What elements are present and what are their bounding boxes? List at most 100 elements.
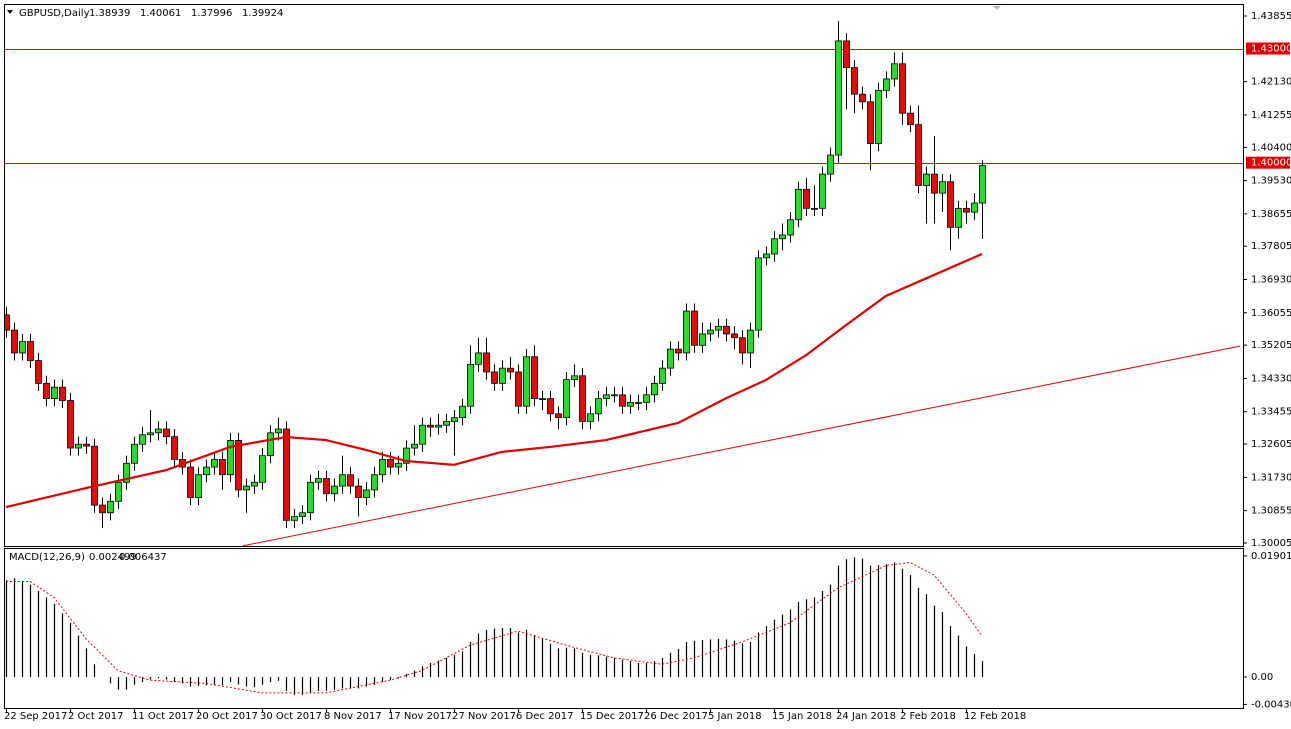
y-tick-label: 1.38655 xyxy=(1251,209,1291,220)
candle-body xyxy=(771,238,778,255)
candle-body xyxy=(819,173,826,209)
y-tick-label: 1.41255 xyxy=(1251,110,1291,121)
candle-body xyxy=(347,474,354,487)
candle-body xyxy=(587,413,594,422)
candle-body xyxy=(139,434,146,445)
trend-line xyxy=(242,345,1241,546)
candle-body xyxy=(411,443,418,449)
level-label-bg xyxy=(1246,42,1290,55)
candle-body xyxy=(35,360,42,384)
candle-body xyxy=(323,478,330,495)
candle-body xyxy=(435,424,442,428)
candle-body xyxy=(843,40,850,68)
candle-body xyxy=(147,432,154,436)
candle-body xyxy=(851,67,858,95)
x-tick-label: 17 Nov 2017 xyxy=(388,711,452,722)
x-tick-label: 15 Jan 2018 xyxy=(772,711,832,722)
candle-body xyxy=(459,405,466,419)
candle-body xyxy=(667,348,674,369)
candle-body xyxy=(947,181,954,228)
y-tick-label: 1.31730 xyxy=(1251,472,1291,483)
candle-body xyxy=(307,481,314,514)
moving-average xyxy=(5,252,983,509)
y-tick-label: 1.42130 xyxy=(1251,77,1291,88)
candle-body xyxy=(43,382,50,399)
candle-body xyxy=(491,371,498,384)
candle-body xyxy=(467,363,474,407)
y-tick-label: 1.36930 xyxy=(1251,274,1291,285)
candle-body xyxy=(339,474,346,487)
macd-panel xyxy=(4,548,1244,709)
candle-body xyxy=(795,188,802,221)
candle-body xyxy=(235,440,242,491)
candle-body xyxy=(635,401,642,404)
y-tick-label: -0.004307 xyxy=(1251,699,1291,710)
candle-body xyxy=(27,341,34,361)
candle-body xyxy=(395,462,402,468)
macd-value: 0.002499 xyxy=(89,552,137,563)
candle-body xyxy=(5,314,10,331)
candle-body xyxy=(979,165,986,204)
x-tick-label: 12 Feb 2018 xyxy=(964,711,1026,722)
x-tick-label: 8 Nov 2017 xyxy=(324,711,382,722)
x-tick-label: 2 Feb 2018 xyxy=(900,711,956,722)
x-tick-label: 30 Oct 2017 xyxy=(260,711,322,722)
candle-body xyxy=(763,253,770,259)
candle-body xyxy=(107,500,114,514)
candle-body xyxy=(259,455,266,483)
candle-body xyxy=(267,432,274,457)
candle-body xyxy=(203,466,210,476)
candle-body xyxy=(619,394,626,407)
candle-body xyxy=(939,181,946,194)
candle-body xyxy=(563,379,570,419)
candle-body xyxy=(483,352,490,373)
candle-body xyxy=(67,400,74,449)
candle-body xyxy=(539,398,546,400)
level-label: 1.43000 xyxy=(1251,44,1291,55)
candle-body xyxy=(867,101,874,145)
candle-body xyxy=(787,219,794,236)
candle-body xyxy=(915,124,922,186)
candle-body xyxy=(699,333,706,346)
x-tick-label: 26 Dec 2017 xyxy=(644,711,708,722)
candle-body xyxy=(243,485,250,491)
x-tick-label: 24 Jan 2018 xyxy=(836,711,896,722)
candle-body xyxy=(779,234,786,240)
candle-body xyxy=(51,386,58,399)
y-tick-label: 1.30855 xyxy=(1251,506,1291,517)
candle-body xyxy=(859,93,866,103)
candle-body xyxy=(59,386,66,401)
y-tick-label: 1.33455 xyxy=(1251,407,1291,418)
y-tick-label: 1.39530 xyxy=(1251,176,1291,187)
candle-body xyxy=(99,504,106,514)
header-low: 1.37996 xyxy=(191,8,232,19)
symbol-title: GBPUSD,Daily xyxy=(19,8,90,19)
candle-body xyxy=(427,424,434,428)
x-tick-label: 27 Nov 2017 xyxy=(452,711,516,722)
candle-body xyxy=(931,173,938,194)
candle-body xyxy=(443,421,450,426)
candle-body xyxy=(251,481,258,487)
candle-body xyxy=(803,188,810,209)
y-tick-label: 1.36055 xyxy=(1251,308,1291,319)
y-tick-label: 0.00 xyxy=(1251,672,1273,683)
candle-body xyxy=(899,63,906,114)
x-tick-label: 22 Sep 2017 xyxy=(4,711,67,722)
level-label-bg xyxy=(1246,156,1290,169)
candle-body xyxy=(547,398,554,415)
candle-body xyxy=(523,356,530,407)
candle-body xyxy=(19,341,26,354)
candle-body xyxy=(283,428,290,521)
x-tick-label: 6 Dec 2017 xyxy=(516,711,574,722)
candle-body xyxy=(723,325,730,335)
candle-body xyxy=(659,367,666,384)
candle-body xyxy=(755,257,762,331)
candle-body xyxy=(827,154,834,175)
candle-body xyxy=(579,375,586,422)
candle-body xyxy=(907,112,914,126)
price-panel xyxy=(4,4,1244,547)
candle-body xyxy=(691,310,698,346)
candle-body xyxy=(923,173,930,186)
candle-body xyxy=(955,207,962,228)
